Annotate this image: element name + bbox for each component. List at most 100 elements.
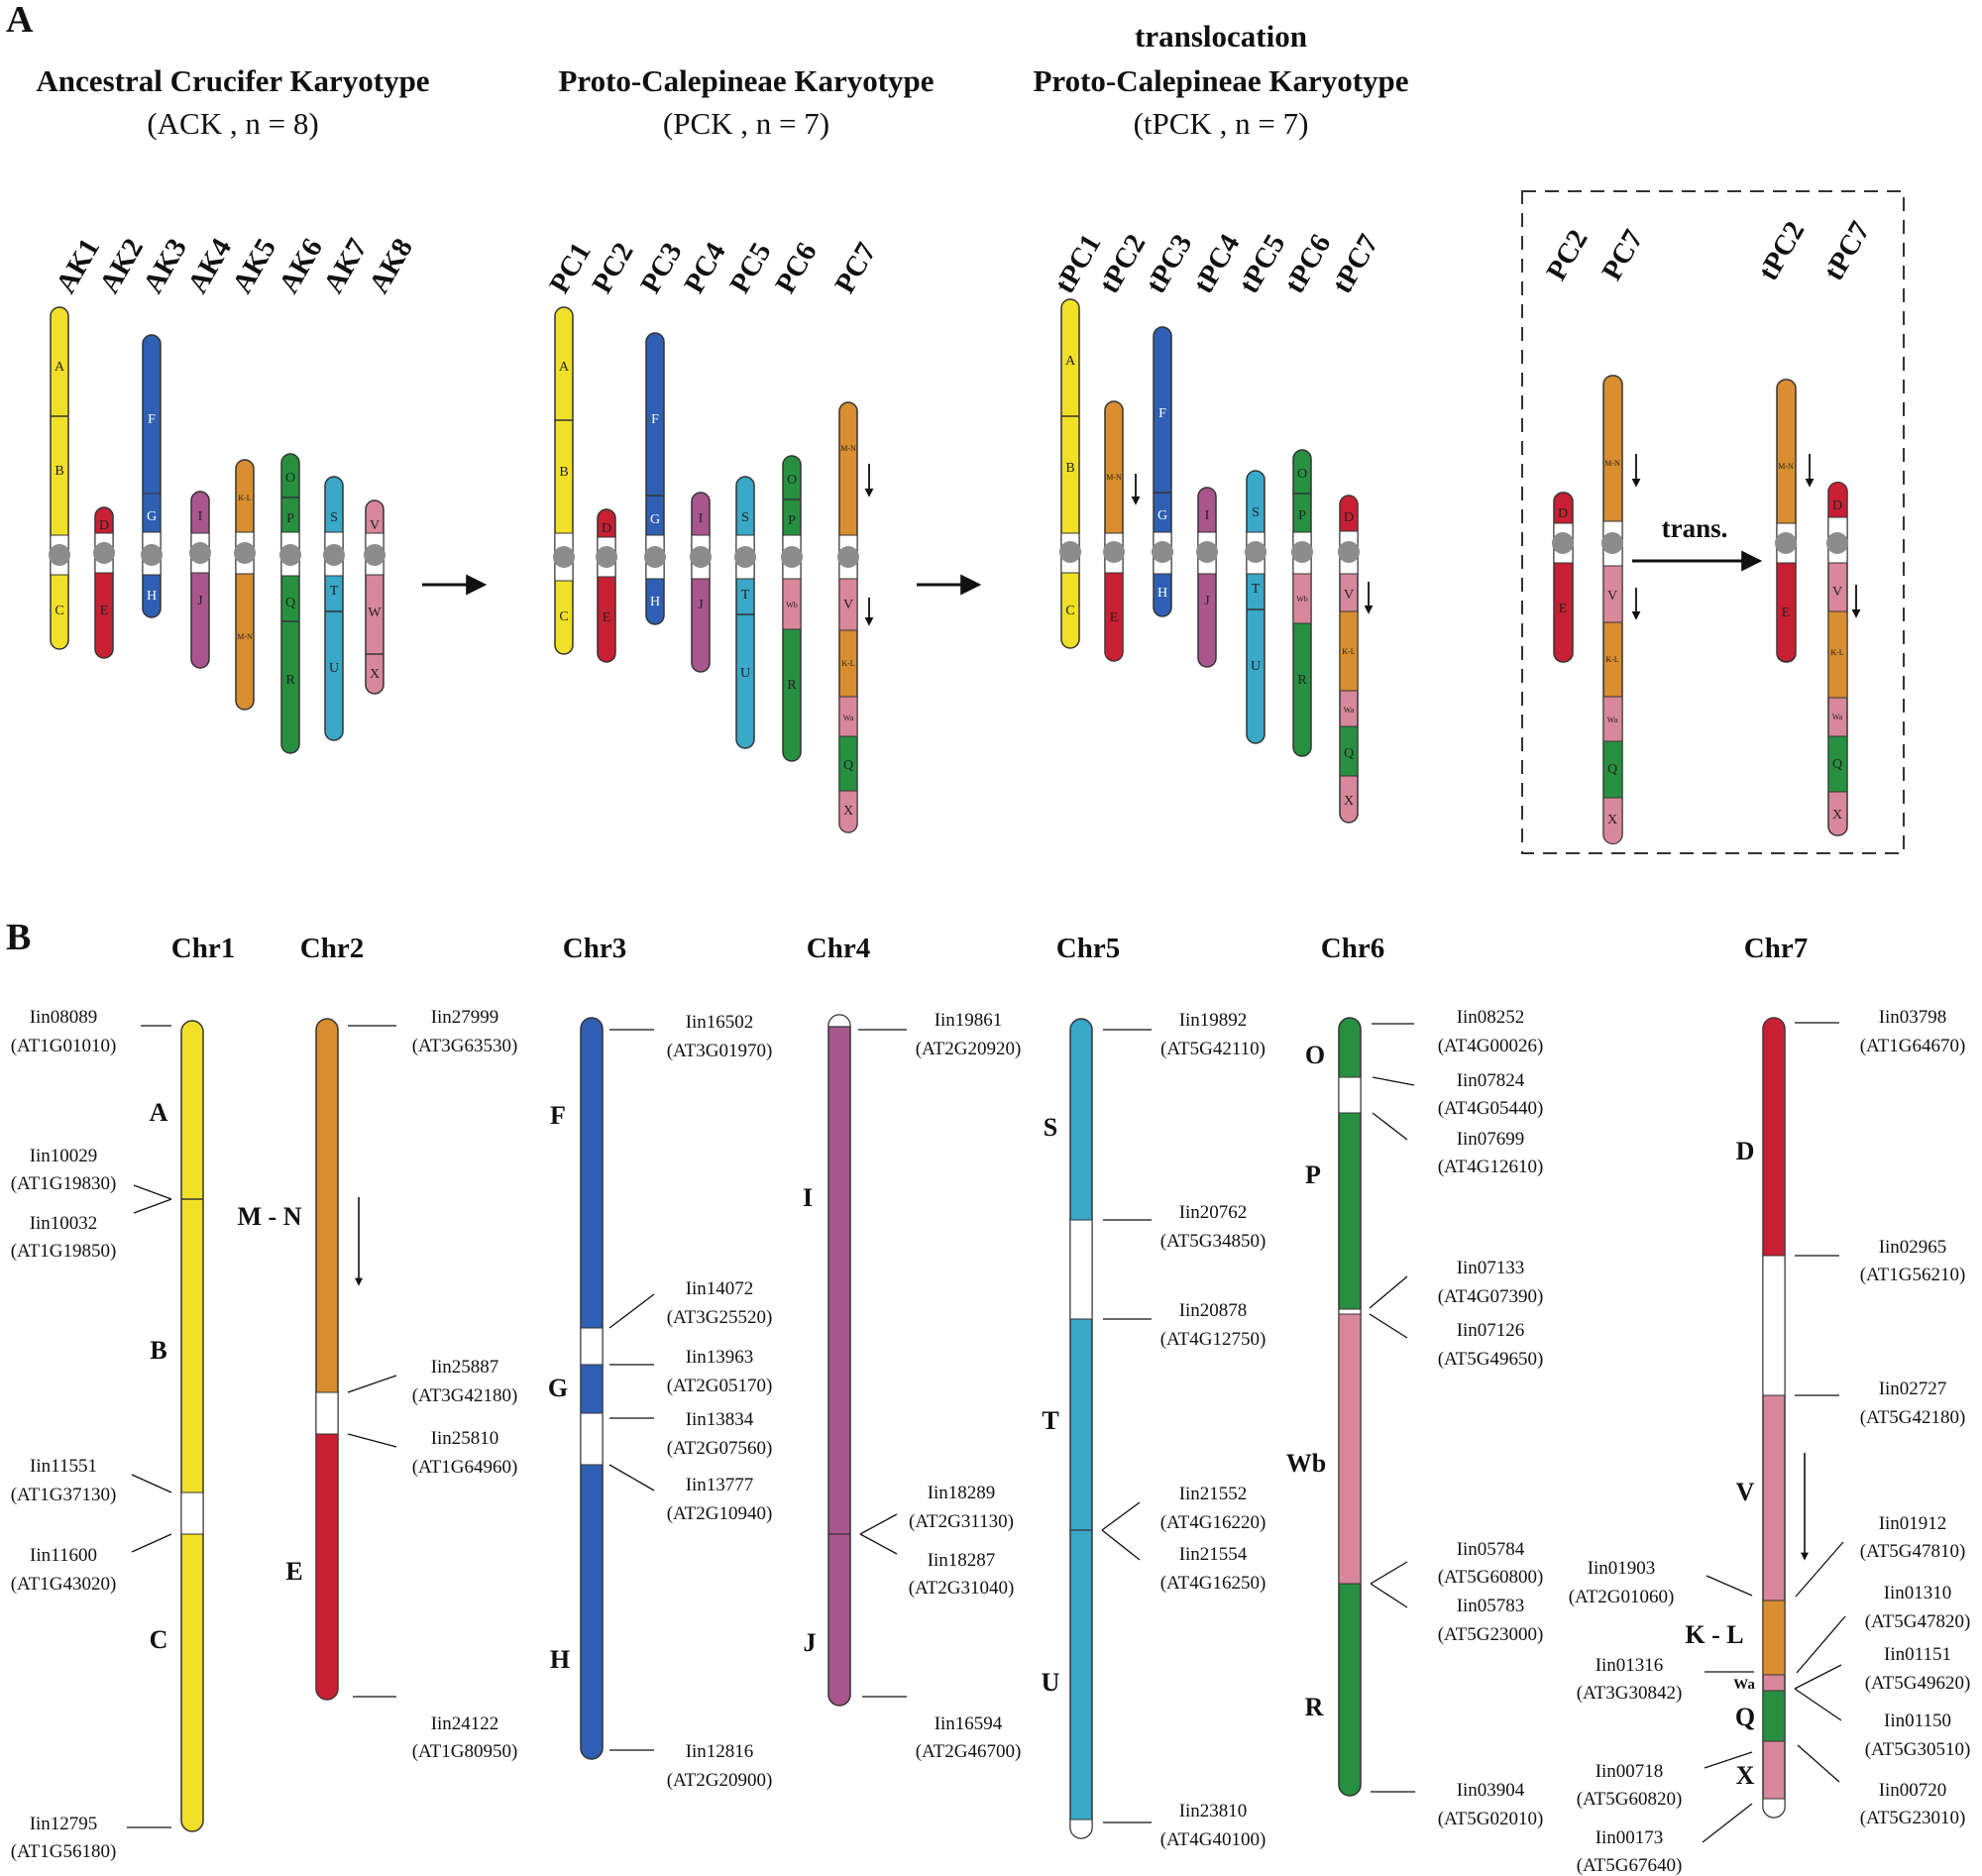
tpck-tpc7: D V K-L Wa Q X [1338,495,1374,824]
gene-at: (AT5G67640) [1577,1855,1683,1876]
pck-pc6: O P Wb R [781,455,803,762]
block-label: G [147,509,157,524]
centromere [734,546,756,568]
block-label: V [1607,589,1617,604]
block-label: Wb [786,601,798,609]
block-label: W [368,606,382,620]
gene-at: (AT4G40100) [1160,1829,1266,1850]
centromere [1826,532,1848,554]
centromere [93,542,115,564]
block-label: Wa [1344,706,1355,715]
tpck-label-3: tPC3 [1140,229,1198,298]
gene-id: Iin13777 [686,1475,754,1495]
ack-ak7: S T U [323,476,345,741]
gene-id: Iin18289 [928,1483,996,1503]
block-label: T [1252,582,1261,597]
block-label: H [650,595,660,609]
centromere [1338,541,1360,563]
chr1-title: Chr1 [171,933,235,964]
inset-label-tpc2: tPC2 [1752,216,1811,285]
tpck-tpc6: O P Wb R [1291,449,1313,757]
centromere [234,542,256,564]
block-label: U [1251,659,1261,674]
tpck-tpc3: F G H [1152,326,1173,617]
block-label: C [55,604,63,618]
block-label: M-N [1604,459,1620,468]
gene-id: Iin01151 [1884,1644,1951,1665]
block-label: U [329,661,339,676]
gene-at: (AT5G60800) [1438,1567,1544,1588]
gene-id: Iin27999 [431,1007,499,1028]
block-label: B [1065,461,1074,476]
gene-id: Iin24122 [431,1713,499,1734]
block-label: D [1736,1137,1755,1165]
chr3-title: Chr3 [563,933,626,964]
gene-id: Iin07699 [1457,1129,1525,1150]
gene-at: (AT1G19850) [11,1241,117,1262]
chr6-title: Chr6 [1321,933,1384,964]
block-label: O [285,471,295,486]
block-label: R [787,678,797,693]
gene-at: (AT5G49650) [1438,1349,1544,1370]
block-label: Q [843,758,853,773]
gene-id: Iin05784 [1457,1539,1525,1560]
pck-label-5: PC5 [723,237,777,298]
chr5-gene-labels: Iin19892 (AT5G42110) Iin20762 (AT5G34850… [1160,1010,1266,1850]
centromere [279,544,301,566]
chr6-ideogram: O P Wb R [1286,1017,1415,1797]
block-label: R [1305,1693,1324,1721]
gene-at: (AT3G30842) [1577,1683,1683,1704]
block-label: T [1042,1406,1058,1435]
chr1-gene-labels: Iin08089 (AT1G01010) Iin10029 (AT1G19830… [11,1007,117,1862]
tpck-title: Proto-Calepineae Karyotype [1033,63,1408,98]
block-label: V [1832,585,1842,600]
translocation-inset-box [1521,190,1905,854]
block-label: P [1305,1160,1321,1189]
block-label: Wa [843,714,854,722]
block-label: P [788,513,796,528]
gene-id: Iin21554 [1179,1544,1248,1565]
chr7-gene-labels: Iin03798 (AT1G64670) Iin02965 (AT1G56210… [1569,1007,1971,1876]
gene-at: (AT3G63530) [412,1036,518,1056]
block-label: V [1344,588,1354,603]
gene-at: (AT3G42180) [412,1385,518,1406]
ack-label-7: AK7 [317,233,374,298]
gene-id: Iin19892 [1179,1010,1248,1031]
ack-label-4: AK4 [181,233,238,298]
gene-id: Iin03798 [1879,1007,1947,1028]
ack-ak8: V W X [364,499,385,695]
gene-id: Iin10029 [30,1146,98,1166]
gene-id: Iin01903 [1588,1558,1656,1579]
centromere [1103,541,1125,563]
gene-id: Iin07133 [1457,1258,1525,1278]
ack-label-6: AK6 [273,233,329,298]
block-label: Q [285,596,295,610]
tpck-tpc4: I J [1196,487,1218,668]
gene-id: Iin21552 [1179,1484,1248,1504]
block-label: M - N [238,1202,302,1231]
pck-subtitle: (PCK , n = 7) [663,106,829,141]
gene-id: Iin16502 [686,1012,754,1033]
gene-id: Iin12795 [30,1814,98,1834]
inset-pc2: D E [1552,492,1574,663]
block-label: X [1832,808,1842,823]
pck-pc4: I J [690,492,712,673]
block-label: G [1157,508,1167,523]
block-label: B [55,464,63,479]
gene-at: (AT2G31130) [909,1511,1014,1532]
block-label: J [698,598,704,612]
block-label: E [1782,606,1791,620]
block-label: S [330,510,338,525]
block-label: S [741,510,749,525]
gene-at: (AT5G47810) [1860,1541,1966,1562]
block-label: E [1559,602,1568,616]
tpck-subtitle: (tPCK , n = 7) [1134,106,1309,141]
gene-at: (AT5G49620) [1865,1673,1971,1694]
gene-at: (AT3G01970) [667,1041,773,1061]
block-label: O [1297,467,1307,482]
gene-id: Iin11600 [30,1545,97,1566]
block-label: H [147,589,157,604]
block-label: X [843,804,853,819]
block-label: P [1298,508,1306,523]
block-label: B [559,465,568,480]
